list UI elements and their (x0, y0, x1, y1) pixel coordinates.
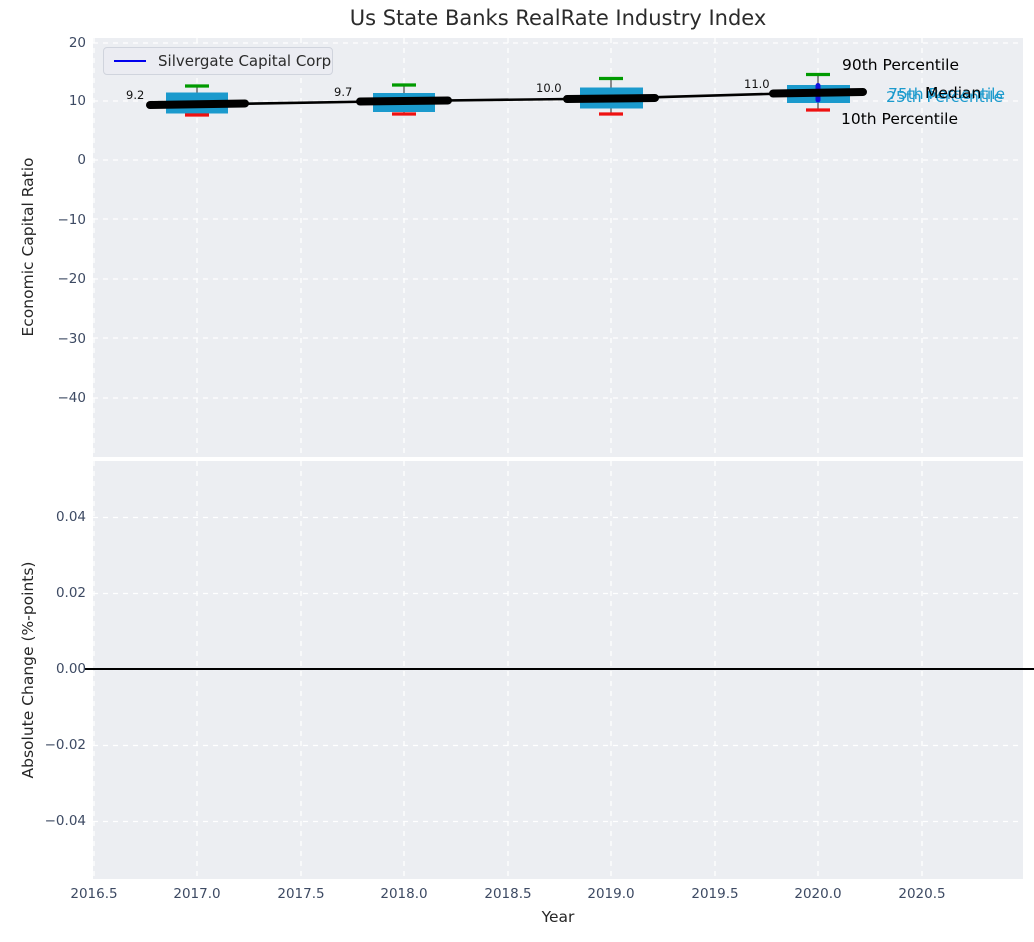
p90-caps (185, 72, 830, 88)
ytick-top-0: 0 (77, 152, 86, 168)
bottom-plot-area (93, 461, 1023, 879)
legend-line-sample-icon (114, 60, 146, 62)
top-y-axis-label: Economic Capital Ratio (19, 157, 37, 337)
value-label-2019: 10.0 (536, 81, 562, 95)
ytick-top-n30: −30 (57, 331, 87, 347)
top-plot-area (93, 38, 1023, 457)
median-bands (146, 88, 867, 109)
ytick-bot-000: 0.00 (55, 661, 86, 677)
annotation-75th-percentile: 75th Percentile (888, 85, 1006, 103)
ytick-top-20: 20 (68, 35, 86, 51)
top-plot-canvas (93, 38, 1023, 457)
ytick-top-n20: −20 (57, 271, 87, 287)
bottom-gridlines (93, 461, 1023, 879)
value-label-2017: 9.2 (126, 88, 145, 102)
value-label-2020: 11.0 (744, 77, 770, 91)
xtick-2017-0: 2017.0 (173, 886, 221, 902)
ytick-bot-004: 0.04 (55, 509, 86, 525)
ytick-top-n40: −40 (57, 390, 87, 406)
xtick-2016-5: 2016.5 (70, 886, 118, 902)
chart-title: Us State Banks RealRate Industry Index (349, 6, 767, 30)
legend: Silvergate Capital Corp (103, 47, 333, 75)
annotation-90th-percentile: 90th Percentile (842, 56, 960, 74)
bottom-y-axis-label: Absolute Change (%-points) (19, 561, 37, 779)
ytick-bot-n002: −0.02 (44, 737, 86, 753)
p10-caps (185, 108, 830, 117)
ytick-bot-n004: −0.04 (44, 813, 86, 829)
median-connector-line (149, 90, 864, 107)
xtick-2019-5: 2019.5 (691, 886, 739, 902)
ytick-bot-002: 0.02 (55, 585, 86, 601)
bottom-plot-canvas (93, 461, 1023, 879)
xtick-2020-0: 2020.0 (794, 886, 842, 902)
annotation-25th-percentile: 25th Percentile (886, 88, 1004, 106)
ytick-top-10: 10 (68, 93, 86, 109)
xtick-2018-0: 2018.0 (380, 886, 428, 902)
xtick-2020-5: 2020.5 (898, 886, 946, 902)
annotation-median: Median (925, 84, 982, 102)
xtick-2019-0: 2019.0 (587, 886, 635, 902)
xtick-2018-5: 2018.5 (484, 886, 532, 902)
ytick-top-n10: −10 (57, 212, 87, 228)
xtick-2017-5: 2017.5 (277, 886, 325, 902)
value-label-2018: 9.7 (334, 85, 353, 99)
zero-change-line (85, 668, 1034, 670)
legend-label: Silvergate Capital Corp (158, 52, 332, 70)
annotation-10th-percentile: 10th Percentile (841, 110, 959, 128)
x-axis-label: Year (541, 908, 575, 926)
